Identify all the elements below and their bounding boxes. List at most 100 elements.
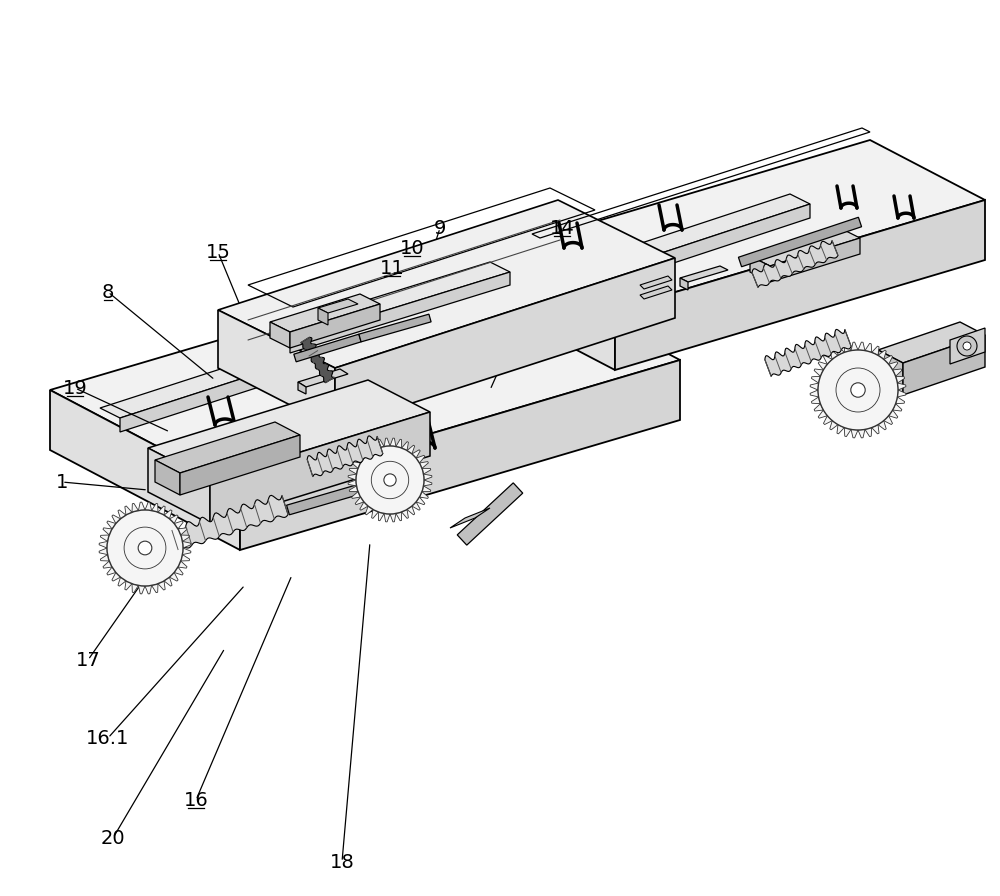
Polygon shape: [738, 217, 862, 267]
Polygon shape: [318, 308, 328, 325]
Polygon shape: [164, 510, 172, 519]
Text: 17: 17: [76, 650, 100, 669]
Polygon shape: [640, 276, 672, 289]
Polygon shape: [270, 262, 510, 340]
Polygon shape: [384, 438, 390, 446]
Polygon shape: [896, 397, 905, 404]
Polygon shape: [318, 299, 358, 313]
Polygon shape: [100, 298, 460, 418]
Text: 15: 15: [206, 243, 230, 262]
Polygon shape: [349, 469, 358, 474]
Polygon shape: [500, 250, 615, 370]
Text: 19: 19: [63, 378, 87, 398]
Polygon shape: [360, 502, 368, 510]
Polygon shape: [384, 513, 390, 521]
Polygon shape: [372, 442, 378, 451]
Polygon shape: [145, 502, 152, 511]
Polygon shape: [144, 535, 179, 555]
Polygon shape: [752, 240, 838, 288]
Polygon shape: [158, 506, 165, 515]
Polygon shape: [240, 360, 680, 550]
Polygon shape: [396, 439, 402, 448]
Polygon shape: [412, 502, 420, 510]
Polygon shape: [823, 356, 832, 365]
Polygon shape: [100, 555, 109, 561]
Polygon shape: [181, 535, 190, 541]
Polygon shape: [878, 350, 903, 395]
Polygon shape: [610, 204, 810, 284]
Polygon shape: [100, 535, 109, 541]
Polygon shape: [402, 510, 408, 519]
Circle shape: [356, 446, 424, 514]
Polygon shape: [152, 583, 158, 592]
Polygon shape: [872, 346, 879, 356]
Polygon shape: [818, 410, 827, 418]
Polygon shape: [680, 278, 688, 290]
Polygon shape: [893, 404, 902, 411]
Polygon shape: [99, 548, 108, 555]
Polygon shape: [99, 541, 108, 548]
Polygon shape: [872, 425, 879, 434]
Polygon shape: [837, 425, 844, 434]
Polygon shape: [359, 314, 431, 342]
Polygon shape: [844, 343, 851, 352]
Polygon shape: [858, 342, 865, 350]
Circle shape: [124, 527, 166, 569]
Polygon shape: [396, 512, 402, 521]
Polygon shape: [148, 448, 210, 524]
Polygon shape: [889, 362, 898, 370]
Polygon shape: [210, 412, 430, 524]
Polygon shape: [50, 390, 240, 550]
Polygon shape: [349, 486, 358, 492]
Polygon shape: [145, 585, 152, 594]
Polygon shape: [419, 461, 428, 469]
Polygon shape: [112, 515, 121, 523]
Polygon shape: [155, 460, 180, 495]
Polygon shape: [132, 504, 138, 513]
Text: 18: 18: [330, 852, 354, 872]
Polygon shape: [290, 304, 380, 348]
Polygon shape: [50, 260, 680, 490]
Polygon shape: [112, 573, 121, 582]
Text: 14: 14: [550, 219, 574, 237]
Polygon shape: [450, 508, 490, 528]
Polygon shape: [270, 294, 380, 332]
Polygon shape: [365, 445, 373, 454]
Polygon shape: [294, 334, 361, 362]
Polygon shape: [407, 506, 415, 515]
Polygon shape: [270, 322, 290, 348]
Polygon shape: [298, 382, 306, 394]
Polygon shape: [884, 416, 893, 425]
Polygon shape: [378, 439, 384, 448]
Circle shape: [384, 474, 396, 487]
Polygon shape: [169, 515, 178, 523]
Polygon shape: [680, 266, 728, 282]
Polygon shape: [814, 369, 823, 376]
Polygon shape: [851, 342, 858, 350]
Circle shape: [818, 350, 898, 430]
Polygon shape: [422, 469, 431, 474]
Polygon shape: [750, 256, 770, 282]
Polygon shape: [814, 404, 823, 411]
Polygon shape: [118, 577, 126, 586]
Polygon shape: [407, 445, 415, 454]
Polygon shape: [765, 330, 851, 376]
Polygon shape: [158, 581, 165, 590]
Polygon shape: [750, 228, 860, 266]
Polygon shape: [811, 397, 820, 404]
Polygon shape: [884, 356, 893, 365]
Polygon shape: [138, 585, 145, 594]
Circle shape: [107, 510, 183, 586]
Polygon shape: [897, 383, 906, 390]
Text: 11: 11: [380, 259, 404, 278]
Polygon shape: [352, 461, 361, 469]
Polygon shape: [851, 429, 858, 438]
Circle shape: [836, 368, 880, 412]
Text: 1: 1: [56, 472, 68, 492]
Polygon shape: [169, 573, 178, 582]
Polygon shape: [457, 483, 523, 545]
Polygon shape: [390, 513, 396, 521]
Polygon shape: [770, 238, 860, 282]
Circle shape: [138, 541, 152, 555]
Polygon shape: [180, 435, 300, 495]
